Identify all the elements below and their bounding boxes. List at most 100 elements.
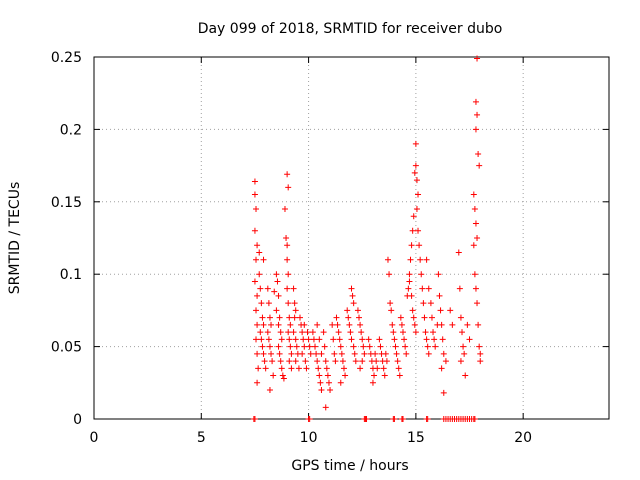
data-point xyxy=(284,242,291,249)
data-point xyxy=(398,321,405,328)
data-point xyxy=(372,350,379,357)
data-point xyxy=(472,98,479,105)
grid-lines xyxy=(94,57,609,419)
data-point xyxy=(265,300,272,307)
data-point xyxy=(442,358,449,365)
data-point xyxy=(470,191,477,198)
y-axis-label: SRMTID / TECUs xyxy=(7,182,23,295)
data-point xyxy=(314,321,321,328)
data-point xyxy=(471,206,478,213)
data-point xyxy=(349,292,356,299)
data-point xyxy=(373,358,380,365)
data-point xyxy=(423,336,430,343)
data-point xyxy=(278,336,285,343)
data-point xyxy=(279,372,286,379)
data-point xyxy=(475,321,482,328)
data-point xyxy=(447,307,454,314)
data-point xyxy=(325,379,332,386)
data-point xyxy=(292,336,299,343)
data-point xyxy=(460,343,467,350)
data-point xyxy=(459,329,466,336)
data-point xyxy=(354,307,361,314)
data-point xyxy=(323,365,330,372)
data-point xyxy=(337,343,344,350)
y-tick-label: 0.05 xyxy=(51,340,82,356)
data-point xyxy=(462,372,469,379)
data-point xyxy=(415,191,422,198)
data-point xyxy=(285,184,292,191)
data-point xyxy=(291,314,298,321)
data-point xyxy=(332,358,339,365)
data-point xyxy=(251,416,258,422)
y-tick-label: 0.2 xyxy=(60,122,82,138)
data-point xyxy=(285,271,292,278)
data-point xyxy=(299,329,306,336)
data-point xyxy=(408,242,415,249)
data-point xyxy=(303,365,310,372)
data-point xyxy=(361,350,368,357)
data-point xyxy=(266,314,273,321)
data-point xyxy=(273,271,280,278)
data-point xyxy=(440,350,447,357)
data-point xyxy=(470,242,477,249)
data-point xyxy=(412,162,419,169)
data-point xyxy=(438,365,445,372)
data-point xyxy=(256,271,263,278)
data-point xyxy=(256,249,263,256)
data-point xyxy=(253,336,260,343)
data-point xyxy=(258,300,265,307)
data-point xyxy=(391,336,398,343)
data-point xyxy=(374,365,381,372)
data-point xyxy=(358,329,365,336)
data-point xyxy=(425,350,432,357)
data-point xyxy=(300,336,307,343)
data-point xyxy=(402,343,409,350)
data-point xyxy=(438,321,445,328)
data-point xyxy=(315,365,322,372)
data-point xyxy=(430,329,437,336)
data-point xyxy=(251,227,258,234)
data-point xyxy=(299,350,306,357)
data-point xyxy=(310,336,317,343)
data-point xyxy=(277,329,284,336)
data-point xyxy=(302,358,309,365)
data-point xyxy=(280,375,287,382)
data-point xyxy=(391,416,398,422)
x-tick-label: 5 xyxy=(197,430,206,446)
data-point xyxy=(342,372,349,379)
data-point xyxy=(412,329,419,336)
data-point xyxy=(411,169,418,176)
data-point xyxy=(284,256,291,263)
data-point xyxy=(369,379,376,386)
data-point xyxy=(321,343,328,350)
data-point xyxy=(336,336,343,343)
data-point xyxy=(393,350,400,357)
data-point xyxy=(384,256,391,263)
x-axis-label: GPS time / hours xyxy=(291,458,408,474)
data-point xyxy=(264,285,271,292)
data-point xyxy=(251,191,258,198)
data-point xyxy=(421,314,428,321)
data-point xyxy=(276,350,283,357)
data-point xyxy=(348,285,355,292)
data-point xyxy=(348,336,355,343)
data-point xyxy=(413,177,420,184)
data-point xyxy=(371,372,378,379)
data-point xyxy=(347,329,354,336)
data-point xyxy=(382,350,389,357)
data-point xyxy=(307,350,314,357)
data-point xyxy=(284,285,291,292)
data-point xyxy=(420,300,427,307)
data-point xyxy=(390,329,397,336)
x-tick-label: 15 xyxy=(407,430,425,446)
data-point xyxy=(339,358,346,365)
data-point xyxy=(329,321,336,328)
data-point xyxy=(320,329,327,336)
data-point xyxy=(287,343,294,350)
data-point xyxy=(275,292,282,299)
y-tick-label: 0.1 xyxy=(60,267,82,283)
data-point xyxy=(305,336,312,343)
y-tick-label: 0.25 xyxy=(51,50,82,66)
y-tick-label: 0 xyxy=(73,412,82,428)
